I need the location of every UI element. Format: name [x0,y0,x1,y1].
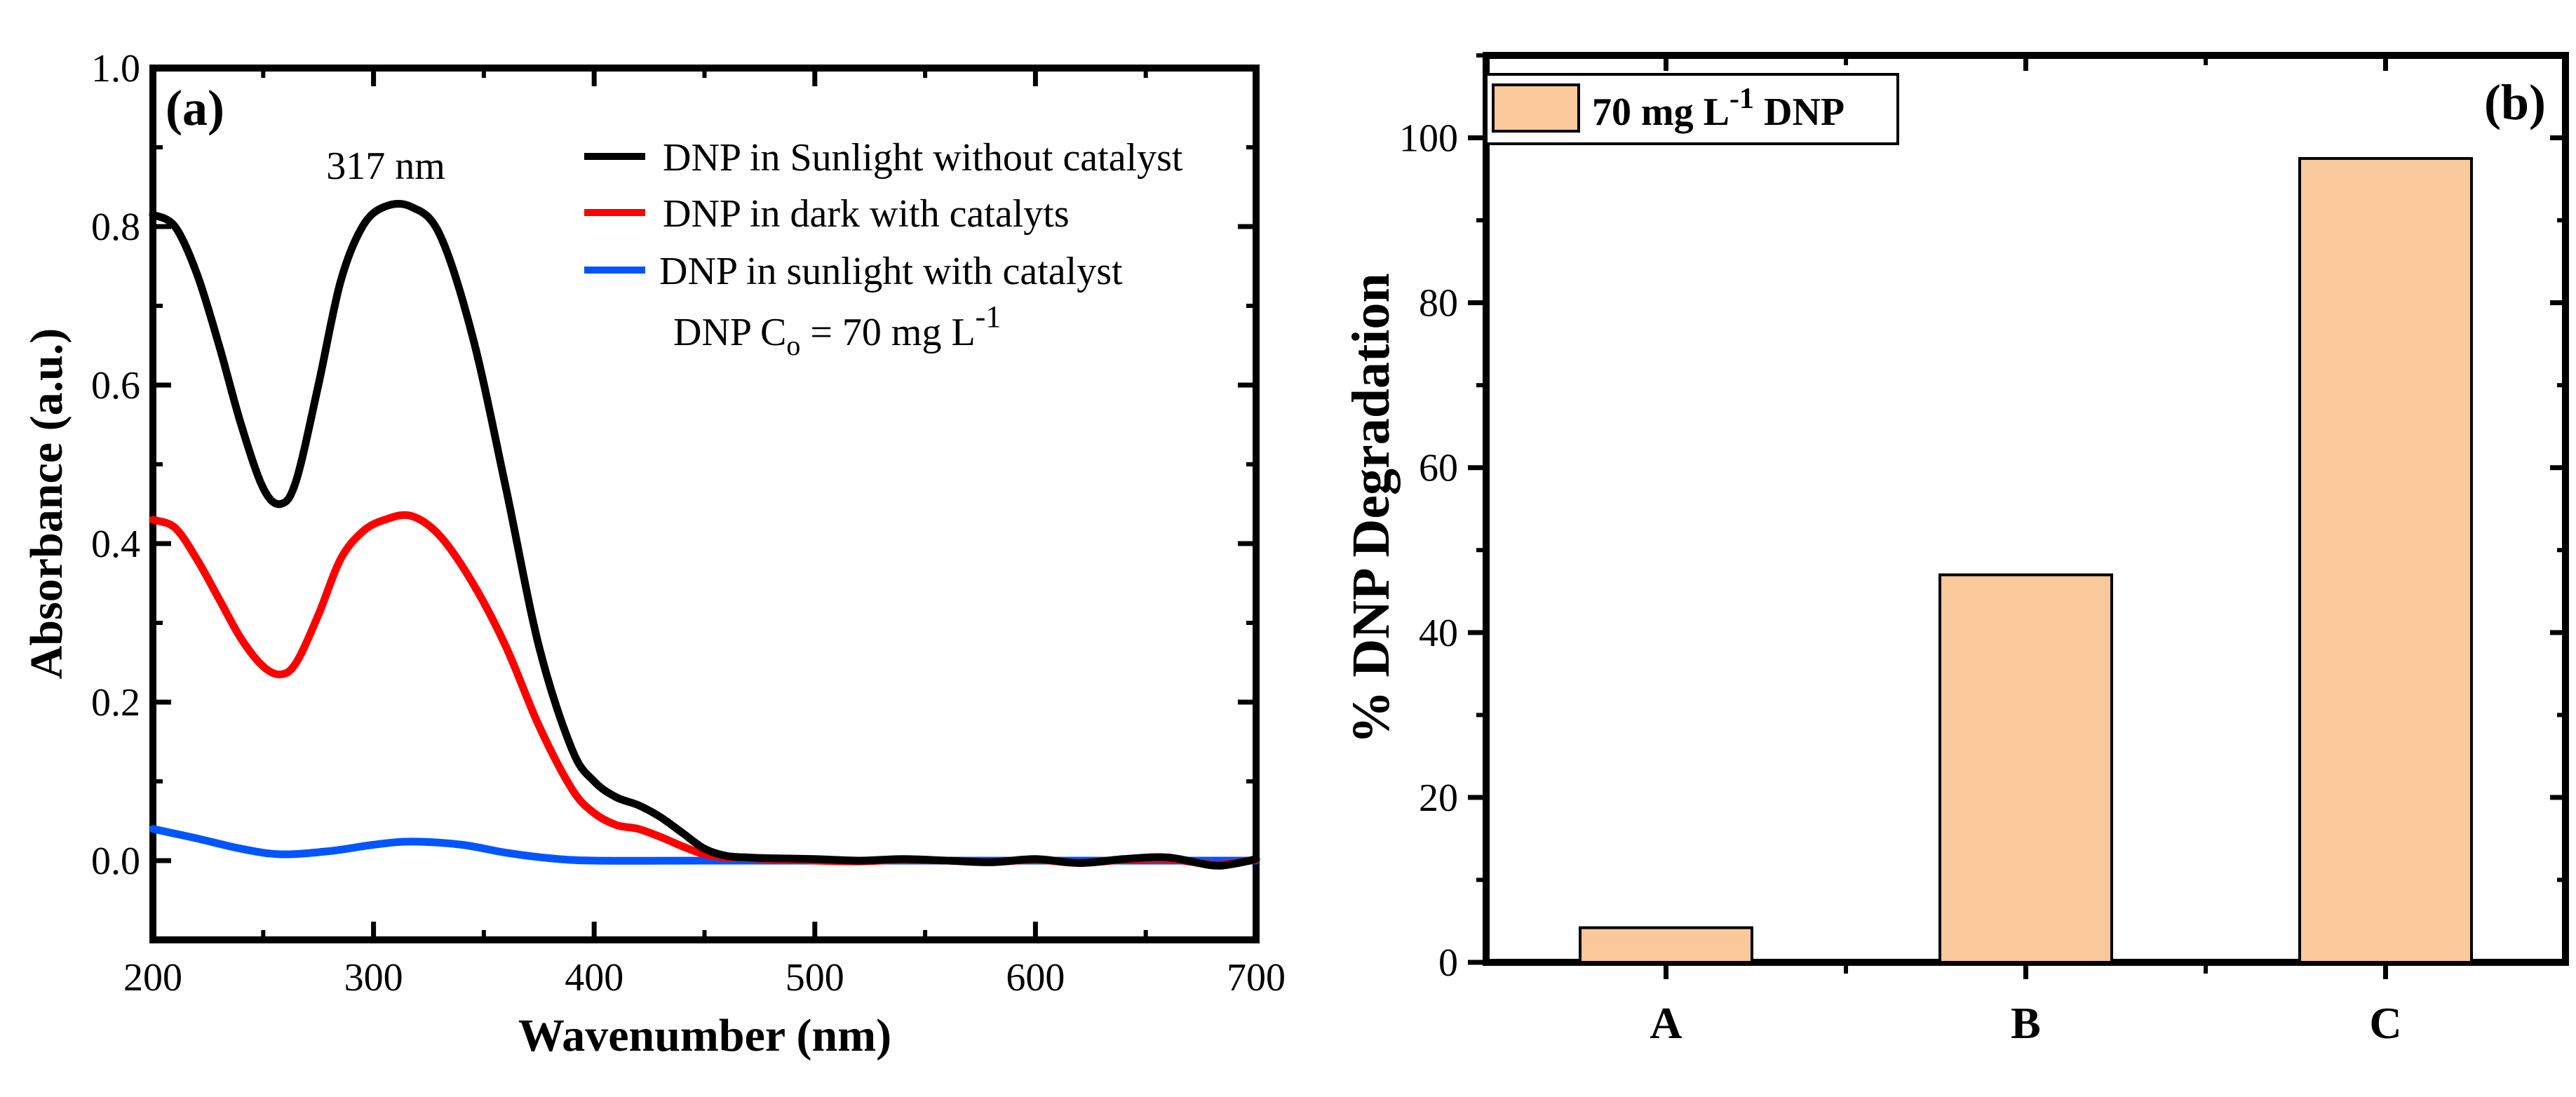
panel-a-tick-labels: 200 300 400 500 600 700 0.0 0.2 0.4 0.6 0.8 1.0 [91,47,1286,1000]
legend-label-sunlight-with-catalyst: DNP in sunlight with catalyst [659,250,1123,293]
panel-b-ticks [1468,53,2565,979]
category-label-A: A [1650,998,1682,1048]
legend-note-concentration: DNP Co = 70 mg L-1 [673,300,1001,361]
legend-swatch-70mg-dnp [1492,83,1580,133]
panel-a-ticks [150,65,1259,942]
panel-b-bar-chart: 0 20 40 60 80 100 A B C (b) 70 mg L-1 DNP % DNP … [1342,52,2569,1048]
bar-A [1579,926,1753,964]
bar-C [2298,156,2473,964]
panel-a-legend: DNP in Sunlight without catalyst DNP in … [584,136,1183,361]
y-tick-label-0.6: 0.6 [91,364,140,408]
y-tick-label-0.4: 0.4 [91,523,140,566]
x-tick-label-200: 200 [123,956,182,1000]
peak-annotation-317nm: 317 nm [326,144,445,188]
category-label-B: B [2011,998,2041,1048]
bar-B [1938,573,2113,964]
panel-a-y-axis-title: Absorbance (a.u.) [21,328,72,680]
b-y-tick-label-60: 60 [1419,447,1458,490]
category-label-C: C [2369,998,2401,1048]
legend-label-sunlight-without-catalyst: DNP in Sunlight without catalyst [663,136,1183,180]
panel-b-bars [1579,156,2473,964]
x-tick-label-700: 700 [1227,956,1286,1000]
b-y-tick-label-100: 100 [1399,117,1458,161]
y-tick-label-0.2: 0.2 [91,681,140,725]
panel-a-series [149,200,1260,870]
panel-a-line-chart: 200 300 400 500 600 700 0.0 0.2 0.4 0.6 0.8 1.0 (a)… [21,47,1286,1061]
y-tick-label-0: 0.0 [91,840,140,883]
panel-b-legend: 70 mg L-1 DNP [1485,73,1899,145]
x-tick-label-400: 400 [565,956,623,1000]
b-y-tick-label-0: 0 [1438,941,1458,985]
x-tick-label-600: 600 [1006,956,1065,1000]
panel-a-x-axis-title: Wavenumber (nm) [518,1010,891,1061]
panel-a-label: (a) [166,80,224,136]
b-y-tick-label-40: 40 [1419,612,1458,655]
panel-b-label: (b) [2484,74,2546,130]
x-tick-label-300: 300 [344,956,403,1000]
series-line-sunlight-without-catalyst [149,200,1260,870]
legend-label-dark-with-catalyst: DNP in dark with catalyts [663,192,1070,236]
b-y-tick-label-20: 20 [1419,776,1458,820]
b-y-tick-label-80: 80 [1419,282,1458,325]
panel-b-y-axis-title: % DNP Degradation [1342,273,1401,743]
x-tick-label-500: 500 [785,956,844,1000]
y-tick-label-0.8: 0.8 [91,206,140,249]
legend-label-70mg-dnp: 70 mg L-1 DNP [1592,83,1845,134]
y-tick-label-1: 1.0 [91,47,140,90]
panel-b-tick-labels: 0 20 40 60 80 100 A B C [1399,117,2402,1048]
